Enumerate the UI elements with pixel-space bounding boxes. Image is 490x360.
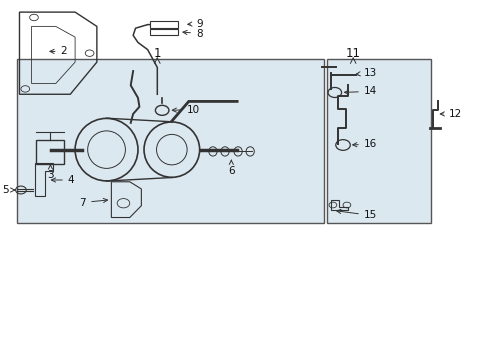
Text: 4: 4 bbox=[51, 175, 74, 185]
Text: 5: 5 bbox=[2, 185, 15, 195]
Text: 12: 12 bbox=[440, 109, 462, 119]
Text: 3: 3 bbox=[47, 165, 54, 180]
FancyBboxPatch shape bbox=[17, 59, 324, 223]
Text: 9: 9 bbox=[188, 18, 203, 28]
Text: 1: 1 bbox=[153, 47, 161, 60]
Text: 6: 6 bbox=[228, 160, 235, 176]
Text: 16: 16 bbox=[353, 139, 377, 149]
Bar bbox=[36, 140, 65, 164]
FancyBboxPatch shape bbox=[327, 59, 431, 223]
Bar bbox=[150, 28, 178, 35]
Text: 11: 11 bbox=[345, 47, 361, 60]
Text: 2: 2 bbox=[50, 46, 67, 57]
Text: 15: 15 bbox=[337, 210, 377, 220]
Text: 13: 13 bbox=[356, 68, 377, 78]
Text: 8: 8 bbox=[183, 28, 203, 39]
Text: 7: 7 bbox=[79, 198, 107, 207]
Bar bbox=[150, 21, 178, 28]
Text: 10: 10 bbox=[172, 105, 199, 114]
Text: 14: 14 bbox=[344, 86, 377, 96]
